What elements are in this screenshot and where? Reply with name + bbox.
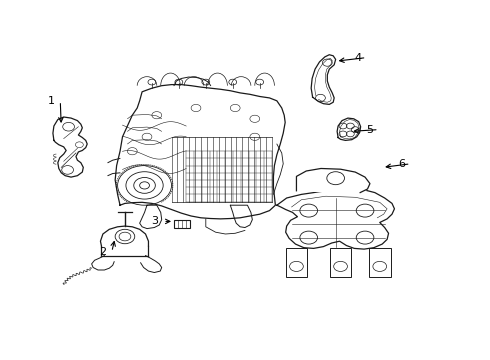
Polygon shape xyxy=(277,189,394,249)
Polygon shape xyxy=(296,168,370,193)
Bar xyxy=(174,220,190,228)
Text: 5: 5 xyxy=(367,125,373,135)
Text: 4: 4 xyxy=(354,53,361,63)
Polygon shape xyxy=(337,118,361,140)
Text: 3: 3 xyxy=(151,216,158,226)
Text: 2: 2 xyxy=(99,247,106,257)
Polygon shape xyxy=(311,55,336,104)
Bar xyxy=(330,248,351,277)
Bar xyxy=(369,248,391,277)
Text: 1: 1 xyxy=(48,96,55,106)
Bar xyxy=(286,248,307,277)
Text: 6: 6 xyxy=(398,159,405,169)
